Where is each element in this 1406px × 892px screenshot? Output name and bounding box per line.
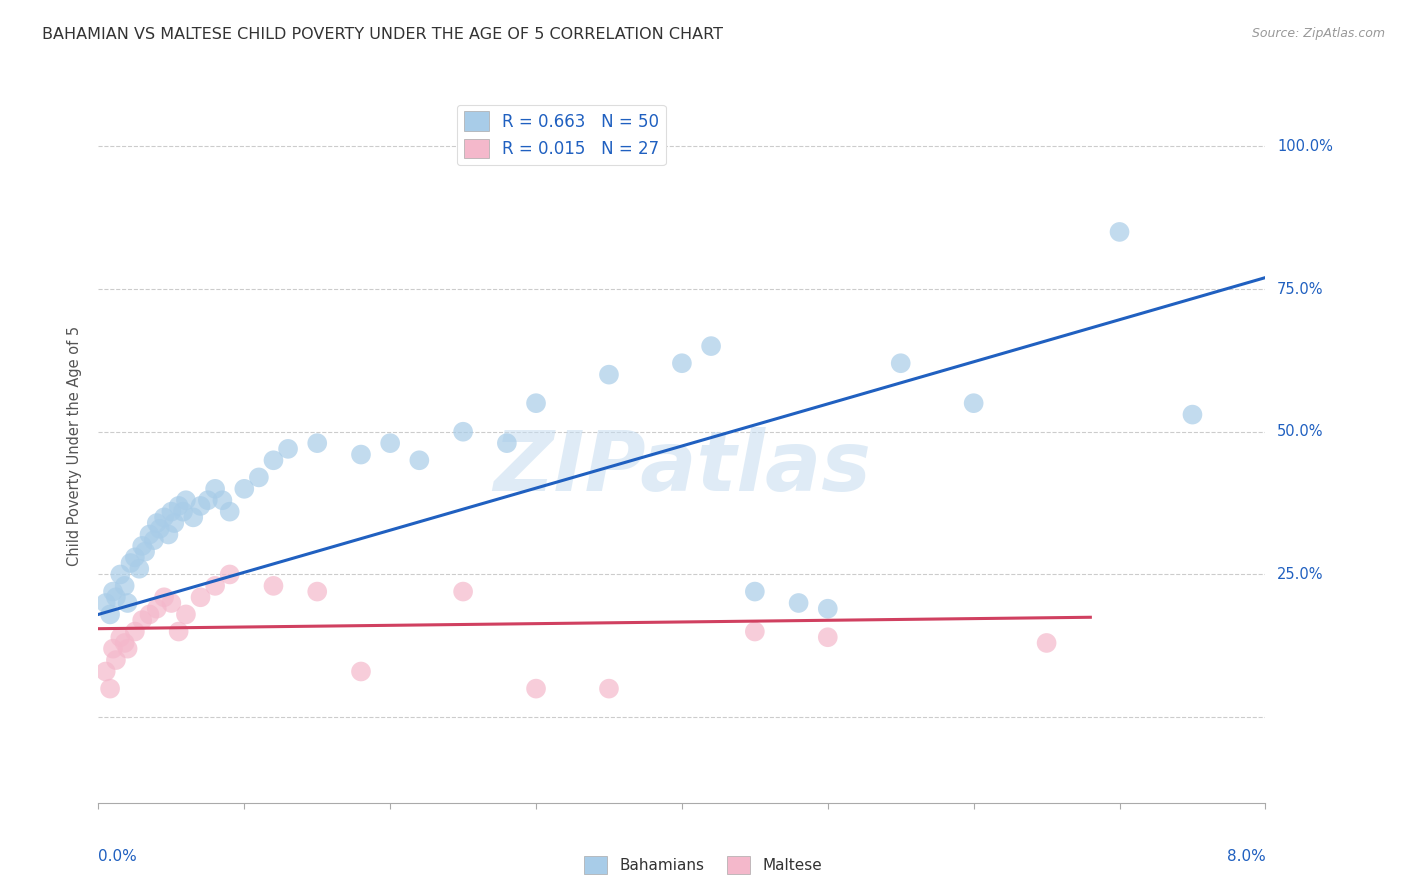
Point <box>172 505 194 519</box>
Point <box>181 510 204 524</box>
Point <box>153 510 176 524</box>
Legend: Bahamians, Maltese: Bahamians, Maltese <box>578 850 828 880</box>
Point <box>408 453 430 467</box>
Point <box>451 425 474 439</box>
Point <box>671 356 693 370</box>
Point <box>160 505 183 519</box>
Point <box>146 601 169 615</box>
Point <box>128 562 150 576</box>
Text: BAHAMIAN VS MALTESE CHILD POVERTY UNDER THE AGE OF 5 CORRELATION CHART: BAHAMIAN VS MALTESE CHILD POVERTY UNDER … <box>42 27 723 42</box>
Point <box>1035 636 1057 650</box>
Point <box>197 493 219 508</box>
Point <box>101 584 124 599</box>
Point <box>233 482 256 496</box>
Point <box>378 436 402 450</box>
Point <box>167 499 190 513</box>
Point <box>350 665 373 679</box>
Point <box>167 624 190 639</box>
Point <box>817 630 839 644</box>
Point <box>211 493 233 508</box>
Point <box>134 544 156 558</box>
Point <box>117 596 139 610</box>
Point <box>146 516 169 530</box>
Point <box>120 556 142 570</box>
Point <box>138 527 160 541</box>
Legend: R = 0.663   N = 50, R = 0.015   N = 27: R = 0.663 N = 50, R = 0.015 N = 27 <box>457 104 665 165</box>
Point <box>744 624 766 639</box>
Point <box>204 579 226 593</box>
Y-axis label: Child Poverty Under the Age of 5: Child Poverty Under the Age of 5 <box>67 326 83 566</box>
Point <box>524 681 547 696</box>
Point <box>451 584 474 599</box>
Point <box>114 636 136 650</box>
Point <box>598 368 620 382</box>
Point <box>744 584 766 599</box>
Point <box>307 584 329 599</box>
Point <box>277 442 299 456</box>
Point <box>1108 225 1130 239</box>
Point <box>124 624 146 639</box>
Point <box>307 436 329 450</box>
Point <box>495 436 517 450</box>
Point <box>117 641 139 656</box>
Point <box>104 591 127 605</box>
Point <box>131 539 153 553</box>
Point <box>124 550 146 565</box>
Point <box>247 470 270 484</box>
Point <box>787 596 810 610</box>
Text: 8.0%: 8.0% <box>1226 849 1265 863</box>
Point <box>101 641 124 656</box>
Text: 100.0%: 100.0% <box>1277 139 1333 153</box>
Point <box>218 567 240 582</box>
Point <box>218 505 240 519</box>
Point <box>174 607 197 622</box>
Point <box>190 499 212 513</box>
Text: 75.0%: 75.0% <box>1277 282 1323 296</box>
Point <box>157 527 180 541</box>
Point <box>98 681 121 696</box>
Point <box>204 482 226 496</box>
Point <box>890 356 912 370</box>
Point <box>174 493 197 508</box>
Point <box>1181 408 1204 422</box>
Point <box>262 453 284 467</box>
Point <box>94 665 117 679</box>
Point <box>110 630 132 644</box>
Point <box>262 579 284 593</box>
Point <box>142 533 165 548</box>
Point <box>700 339 723 353</box>
Point <box>110 567 132 582</box>
Text: 50.0%: 50.0% <box>1277 425 1323 439</box>
Point <box>598 681 620 696</box>
Text: 25.0%: 25.0% <box>1277 567 1323 582</box>
Point <box>138 607 160 622</box>
Point <box>190 591 212 605</box>
Point <box>98 607 121 622</box>
Text: Source: ZipAtlas.com: Source: ZipAtlas.com <box>1251 27 1385 40</box>
Point <box>114 579 136 593</box>
Point <box>817 601 839 615</box>
Point <box>524 396 547 410</box>
Text: 0.0%: 0.0% <box>98 849 138 863</box>
Point <box>131 613 153 627</box>
Point <box>94 596 117 610</box>
Point <box>104 653 127 667</box>
Point <box>160 596 183 610</box>
Point <box>350 448 373 462</box>
Point <box>163 516 186 530</box>
Text: ZIPatlas: ZIPatlas <box>494 427 870 508</box>
Point <box>149 522 172 536</box>
Point <box>153 591 176 605</box>
Point <box>962 396 984 410</box>
